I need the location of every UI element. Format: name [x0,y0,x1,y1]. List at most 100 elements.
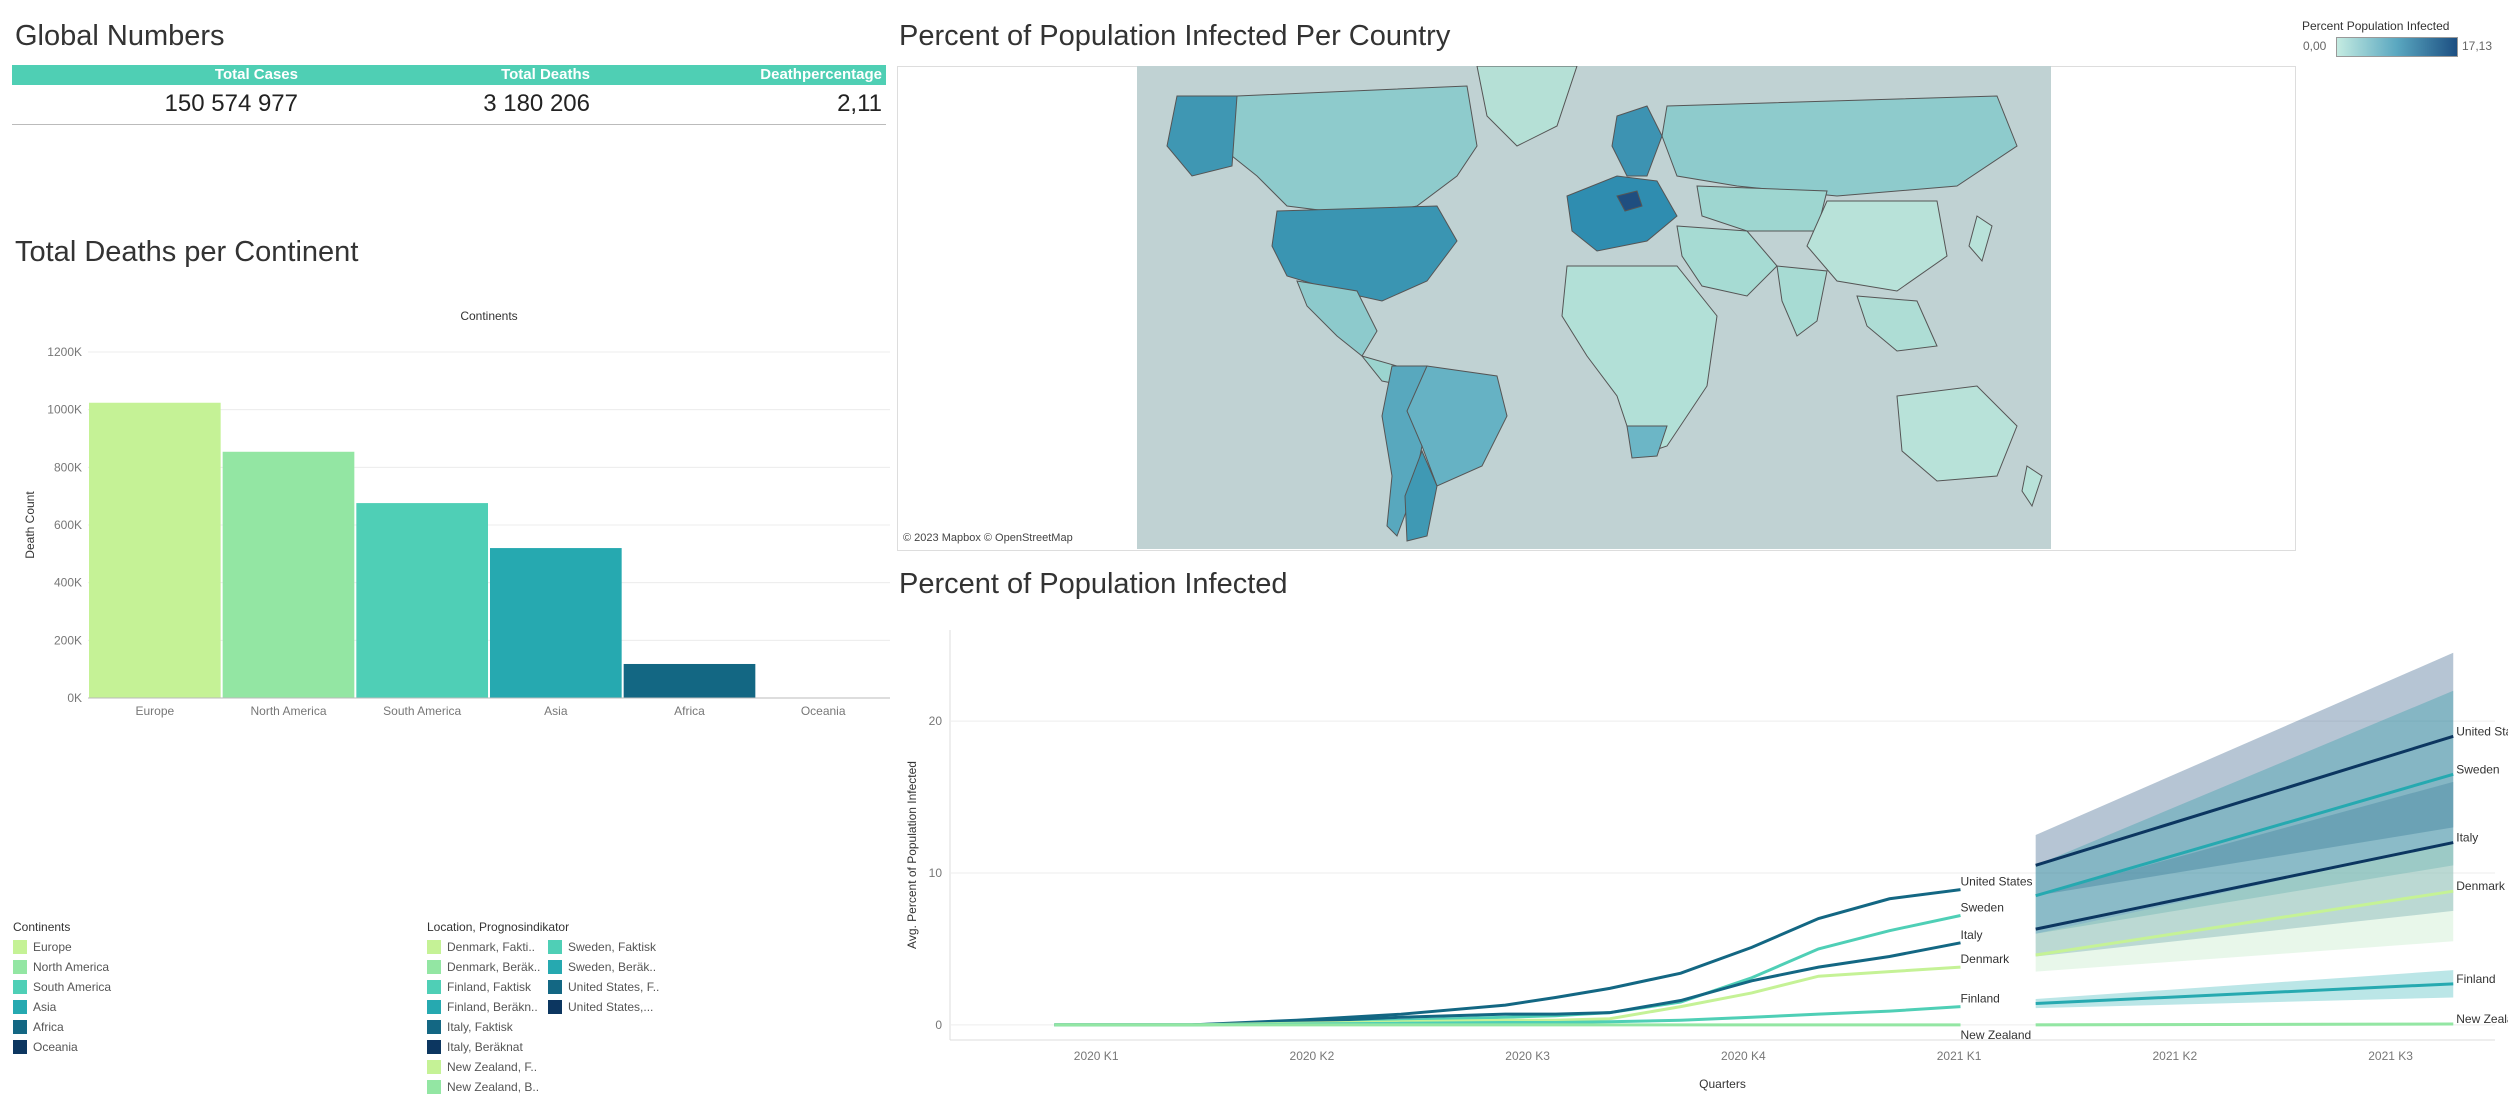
global-numbers-title: Global Numbers [15,20,225,52]
legend-swatch [427,1039,441,1054]
bar-x-tick-label: North America [250,704,326,718]
bar-africa [623,663,756,698]
legend-swatch [13,979,27,994]
map-country-alaska[interactable] [1166,95,1238,177]
bar-y-axis-title: Death Count [23,491,37,559]
map-central-asia[interactable] [1696,185,1828,232]
forecast-label-italy: Italy [2456,831,2478,845]
legend-swatch [427,1059,441,1074]
legend-label: Finland, Faktisk [447,979,532,994]
forecast-band-sweden [2035,690,2454,934]
bar-x-tick-label: Oceania [801,704,846,718]
legend-swatch [427,939,441,954]
actual-label-finland: Finland [1961,992,2000,1006]
forecast-label-new-zealand: New Zealand [2456,1012,2508,1026]
legend-swatch [548,999,562,1014]
map-country-argentina[interactable] [1404,449,1438,542]
line-x-tick-label: 2021 K2 [2153,1049,2198,1063]
bar-south-america [356,503,488,698]
legend-swatch [427,1079,441,1094]
legend-label: Denmark, Beräk.. [447,959,541,974]
map-country-usa[interactable] [1271,205,1458,302]
forecast-line-denmark [2035,889,2454,957]
map-country-australia[interactable] [1896,385,2018,482]
continents-legend-title: Continents [13,920,71,934]
legend-swatch [427,959,441,974]
location-legend-item[interactable]: Finland, Faktisk [427,978,531,994]
actual-line-sweden [1054,914,1961,1027]
map-country-south-africa[interactable] [1626,425,1668,459]
location-legend-item[interactable]: New Zealand, F.. [427,1058,537,1074]
forecast-line-italy [2035,841,2454,931]
location-legend-item[interactable]: New Zealand, B.. [427,1078,539,1094]
legend-label: United States,... [568,999,654,1014]
legend-label: United States, F.. [568,979,660,994]
bar-y-tick-label: 800K [54,460,82,474]
map-legend-max: 17,13 [2462,39,2493,53]
world-map[interactable] [1137,66,2051,549]
actual-line-united-states [1054,888,1961,1027]
location-legend-item[interactable]: Denmark, Beräk.. [427,958,540,974]
location-legend-item[interactable]: Denmark, Fakti.. [427,938,535,954]
location-legend-item[interactable]: Sweden, Beräk.. [548,958,656,974]
line-x-axis-title: Quarters [1699,1077,1746,1091]
legend-label: New Zealand, F.. [447,1059,538,1074]
map-country-china[interactable] [1806,200,1948,292]
continents-legend-item[interactable]: Africa [13,1018,64,1034]
legend-label: South America [33,979,112,994]
continents-legend-item[interactable]: Oceania [13,1038,78,1054]
legend-swatch [427,979,441,994]
legend-label: Italy, Beräknat [447,1039,523,1054]
map-country-japan[interactable] [1968,215,1993,263]
map-scandinavia[interactable] [1611,105,1663,177]
legend-swatch [427,999,441,1014]
map-country-russia[interactable] [1661,95,2018,197]
map-south-america-west[interactable] [1381,365,1428,537]
location-legend-item[interactable]: United States, F.. [548,978,659,994]
map-country-greenland[interactable] [1476,66,1578,147]
actual-label-denmark: Denmark [1961,952,2011,966]
legend-label: Africa [33,1019,64,1034]
legend-swatch [13,939,27,954]
line-x-tick-label: 2020 K4 [1721,1049,1766,1063]
line-x-tick-label: 2021 K1 [1937,1049,1982,1063]
location-legend-item[interactable]: Finland, Beräkn.. [427,998,538,1014]
continents-legend-item[interactable]: Europe [13,938,72,954]
forecast-band-finland [2035,970,2454,1009]
map-europe-west[interactable] [1566,175,1678,252]
line-x-tick-label: 2020 K3 [1505,1049,1550,1063]
map-country-new-zealand[interactable] [2021,465,2043,508]
location-legend-item[interactable]: Italy, Beräknat [427,1038,523,1054]
map-country-czechia[interactable] [1616,190,1643,212]
bar-chart-title: Total Deaths per Continent [15,236,359,268]
bar-y-tick-label: 600K [54,518,82,532]
map-legend-title: Percent Population Infected [2302,19,2450,33]
continents-legend-item[interactable]: South America [13,978,111,994]
forecast-band-italy [2035,781,2454,957]
legend-swatch [13,1039,27,1054]
continents-legend-item[interactable]: Asia [13,998,56,1014]
line-y-tick-label: 10 [929,866,943,880]
line-x-tick-label: 2020 K1 [1074,1049,1119,1063]
map-country-india[interactable] [1776,265,1828,337]
bar-y-tick-label: 200K [54,633,82,647]
global-numbers-header-row [12,65,886,85]
bar-asia [490,548,622,698]
bar-x-axis-title: Continents [460,309,517,323]
line-y-axis-title: Avg. Percent of Population Infected [905,761,919,949]
bar-x-tick-label: Europe [135,704,174,718]
location-legend-item[interactable]: United States,... [548,998,653,1014]
legend-swatch [13,999,27,1014]
forecast-line-united-states [2035,734,2454,867]
forecast-label-united-states: United States [2456,724,2508,738]
bar-y-tick-label: 0K [67,691,82,705]
line-y-tick-label: 20 [929,714,943,728]
map-southeast-asia[interactable] [1856,295,1938,352]
legend-swatch [13,1019,27,1034]
total-cases-value: 150 574 977 [164,90,298,117]
continents-legend-item[interactable]: North America [13,958,109,974]
location-legend-item[interactable]: Sweden, Faktisk [548,938,656,954]
map-legend-min: 0,00 [2303,39,2327,53]
legend-swatch [548,979,562,994]
location-legend-item[interactable]: Italy, Faktisk [427,1018,513,1034]
